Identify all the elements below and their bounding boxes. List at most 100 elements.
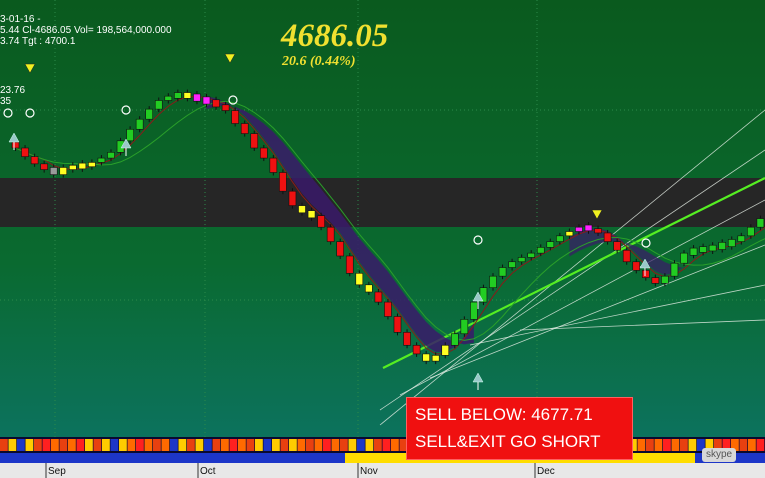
- candle: [221, 104, 230, 111]
- candle: [556, 235, 564, 242]
- candle: [384, 301, 392, 317]
- heatmap-cell: [399, 439, 408, 451]
- candle: [393, 316, 402, 333]
- signal-circle-icon: [25, 108, 35, 118]
- heatmap-cell: [637, 439, 646, 451]
- candle: [11, 141, 20, 149]
- candle: [680, 252, 688, 264]
- candle: [298, 205, 306, 214]
- candle: [30, 156, 39, 165]
- heatmap-cell: [357, 439, 365, 451]
- candle: [584, 224, 593, 232]
- signal-circle-icon: [121, 105, 131, 115]
- heatmap-cell: [280, 439, 289, 451]
- heatmap-cell: [59, 439, 68, 451]
- heatmap-cell: [153, 439, 161, 451]
- left-level-label: 23.76: [0, 85, 26, 96]
- candle: [498, 267, 507, 277]
- heatmap-cell: [306, 439, 314, 451]
- last-price: 4686.05: [281, 18, 389, 54]
- heatmap-cell: [195, 439, 204, 451]
- heatmap-cell: [170, 439, 178, 451]
- candle: [641, 270, 650, 278]
- candle: [632, 261, 641, 271]
- candle: [240, 123, 249, 134]
- axis-label-strip: [0, 463, 765, 478]
- candle: [259, 147, 268, 159]
- heatmap-cell: [382, 439, 391, 451]
- candle: [164, 95, 173, 101]
- candle: [441, 344, 450, 356]
- heatmap-cell: [323, 439, 331, 451]
- candle: [536, 247, 545, 254]
- price-change: 20.6 (0.44%): [282, 54, 356, 69]
- channel-line: [429, 244, 765, 379]
- signal-markers: [3, 53, 651, 390]
- skype-badge-icon[interactable]: skype: [702, 448, 736, 462]
- sell-marker-icon: [24, 63, 36, 74]
- channel-line: [379, 149, 765, 411]
- candle: [202, 96, 211, 105]
- candle: [212, 99, 220, 108]
- heatmap-cell: [85, 439, 93, 451]
- candle: [355, 272, 364, 286]
- candle: [661, 275, 669, 284]
- heatmap-cell: [722, 439, 731, 451]
- heatmap-cell: [340, 439, 348, 451]
- candle: [508, 261, 516, 268]
- heatmap-cell: [331, 439, 340, 451]
- candle: [747, 226, 755, 237]
- axis-segment: [0, 453, 345, 463]
- candle: [279, 172, 287, 192]
- heatmap-cell: [365, 439, 374, 451]
- candle: [193, 93, 201, 102]
- heatmap-cell: [221, 439, 229, 451]
- candle: [336, 241, 345, 257]
- candle: [40, 163, 48, 170]
- trend-line: [382, 177, 765, 369]
- candle: [317, 215, 325, 228]
- regression-channel: [379, 109, 765, 426]
- heatmap-cell: [731, 439, 739, 451]
- candle: [622, 249, 631, 263]
- resistance-band: [0, 178, 765, 227]
- heatmap-cell: [119, 439, 127, 451]
- heatmap-cell: [8, 439, 17, 451]
- candle: [288, 190, 297, 206]
- candle: [174, 92, 182, 99]
- signal-circle-icon: [641, 238, 651, 248]
- candle: [718, 242, 727, 250]
- candle: [307, 210, 316, 219]
- candle: [21, 147, 29, 157]
- heatmap-cell: [93, 439, 102, 451]
- heatmap-cell: [272, 439, 280, 451]
- heatmap-cell: [739, 439, 748, 451]
- candle: [145, 108, 153, 120]
- heatmap-cell: [246, 439, 255, 451]
- candle: [231, 110, 239, 124]
- candle: [49, 167, 58, 175]
- heatmap-cell: [680, 439, 688, 451]
- heatmap-cell: [0, 439, 8, 451]
- channel-line: [519, 319, 765, 331]
- heatmap-cell: [348, 439, 357, 451]
- candle: [479, 287, 488, 303]
- candle: [756, 218, 765, 228]
- header-ohlc: 5.44 Cl-4686.05 Vol= 198,564,000.000: [0, 25, 172, 36]
- candle: [412, 344, 421, 355]
- candle: [59, 167, 68, 175]
- heatmap-cell: [204, 439, 212, 451]
- candle: [727, 239, 736, 247]
- candle: [651, 277, 660, 284]
- sell-marker-icon: [224, 53, 236, 64]
- candle: [183, 92, 192, 99]
- candle: [613, 241, 621, 251]
- signal-circle-icon: [228, 95, 238, 105]
- candle: [699, 246, 707, 253]
- heatmap-cell: [136, 439, 144, 451]
- heatmap-cell: [110, 439, 119, 451]
- candle: [135, 118, 144, 130]
- candle: [594, 228, 602, 234]
